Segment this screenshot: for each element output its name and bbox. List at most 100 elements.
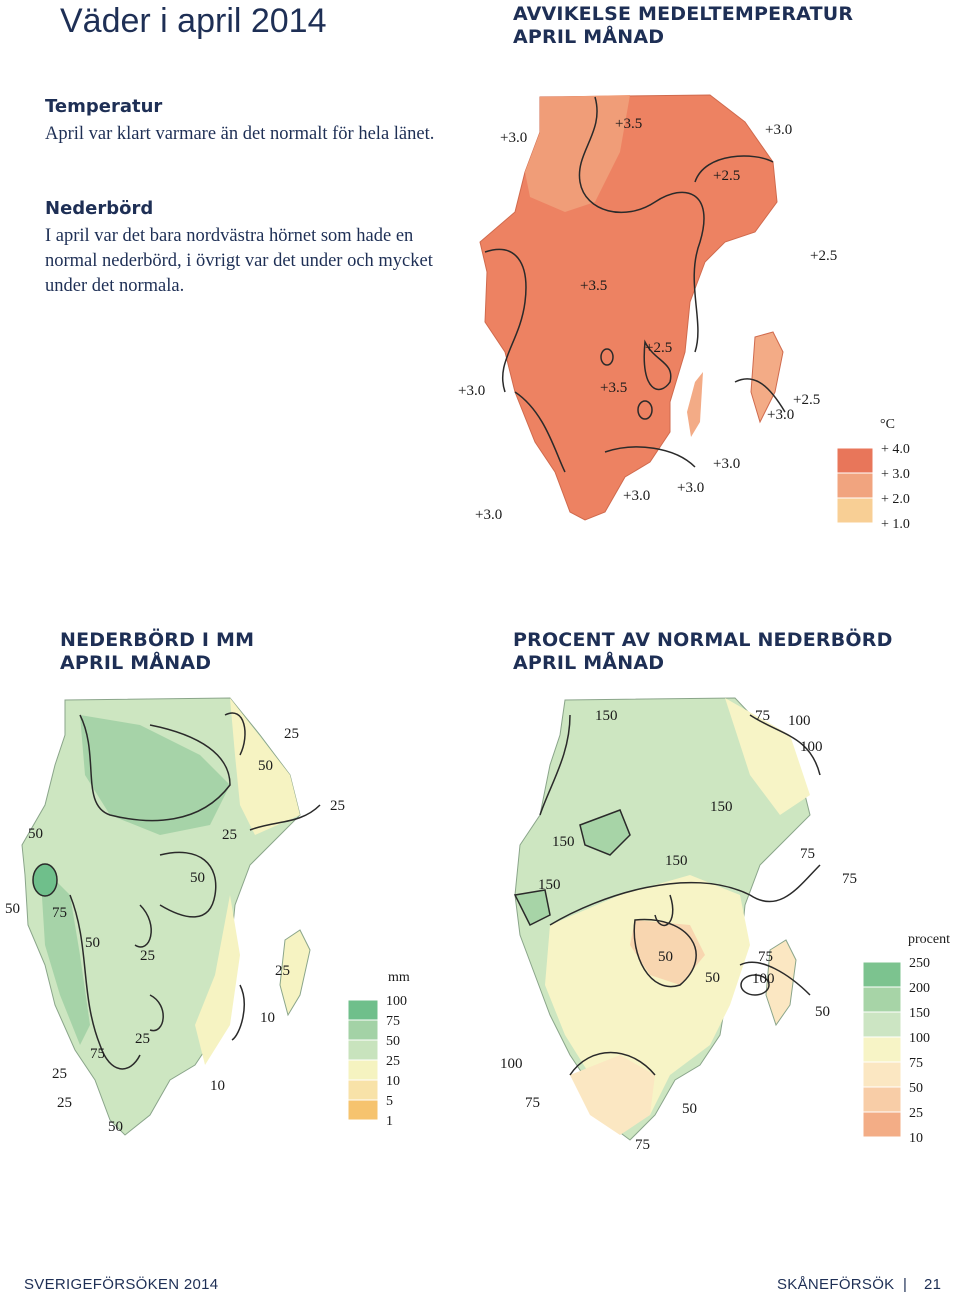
pct-land-gotland (765, 939, 797, 1027)
precip-map-heading: NEDERBÖRD I MM APRIL MÅNAD (60, 629, 254, 675)
precip-contour-label: 25 (330, 798, 345, 814)
temp-legend-value: + 4.0 (881, 442, 910, 457)
footer-org: SKÅNEFÖRSÖK (777, 1276, 895, 1293)
pct-contour-label: 150 (552, 834, 575, 850)
pct-isoline-3 (633, 918, 697, 988)
temp-legend-value: + 1.0 (881, 517, 910, 532)
pct-legend-swatch (862, 1036, 902, 1063)
percent-map-heading: PROCENT AV NORMAL NEDERBÖRD APRIL MÅNAD (513, 629, 893, 675)
precip-isoline-4 (159, 851, 217, 918)
temp-isoline-5 (604, 446, 696, 468)
temp-map-heading: AVVIKELSE MEDELTEMPERATUR APRIL MÅNAD (513, 3, 853, 49)
temp-isoline-4 (514, 391, 566, 473)
pct-contour-label: 150 (665, 853, 688, 869)
pct-legend-value: 150 (909, 1006, 930, 1021)
pct-land-darkgreen-2 (513, 889, 551, 927)
pct-legend-swatch (862, 1111, 902, 1138)
precip-legend-value: 100 (386, 994, 407, 1009)
pct-contour-label: 100 (752, 971, 775, 987)
pct-legend-value: 100 (909, 1031, 930, 1046)
precip-contour-label: 25 (275, 963, 290, 979)
pct-legend-value: 75 (909, 1056, 923, 1071)
footer-separator: | (903, 1276, 908, 1293)
temp-contour-label: +3.5 (615, 116, 642, 132)
precip-contour-label: 50 (28, 826, 43, 842)
pct-contour-label: 75 (635, 1137, 650, 1153)
pct-contour-label: 150 (595, 708, 618, 724)
pct-isoline-6 (749, 714, 821, 776)
temp-legend-unit: °C (880, 417, 895, 432)
precip-contour-label: 50 (108, 1119, 123, 1135)
pct-contour-label: 75 (525, 1095, 540, 1111)
pct-contour-label: 100 (788, 713, 811, 729)
temp-land-north-orange (525, 95, 630, 212)
temp-isoline-9 (600, 348, 614, 366)
temp-land-oland (687, 372, 703, 437)
precip-contour-label: 50 (85, 935, 100, 951)
pct-contour-label: 75 (800, 846, 815, 862)
temperature-anomaly-map: +3.0 +3.5 +3.0 +2.5 +2.5 +3.5 +2.5 +3.0 +3.5 +2.5… (455, 92, 935, 532)
precip-isoline-8 (231, 984, 245, 1041)
pct-legend-unit: procent (908, 932, 950, 947)
precip-contour-label: 25 (135, 1031, 150, 1047)
precip-contour-label: 25 (57, 1095, 72, 1111)
precip-contour-label: 75 (52, 905, 67, 921)
temp-contour-label: +3.0 (475, 507, 502, 523)
temp-contour-label: +2.5 (713, 168, 740, 184)
pct-legend-value: 250 (909, 956, 930, 971)
temp-contour-label: +3.5 (600, 380, 627, 396)
temp-isoline-1 (484, 248, 527, 393)
precip-contour-label: 25 (284, 726, 299, 742)
precip-land-gotland (279, 929, 311, 1017)
pct-contour-label: 100 (800, 739, 823, 755)
pct-legend-value: 25 (909, 1106, 923, 1121)
pct-contour-label: 100 (500, 1056, 523, 1072)
precip-contour-label: 50 (190, 870, 205, 886)
pct-contour-label: 150 (538, 877, 561, 893)
precip-contour-label: 10 (260, 1010, 275, 1026)
temp-contour-label: +3.0 (677, 480, 704, 496)
pct-contour-label: 50 (682, 1101, 697, 1117)
pct-isoline-2 (549, 864, 821, 926)
temp-contour-label: +3.0 (458, 383, 485, 399)
pct-isoline-8 (740, 974, 770, 996)
precip-contour-label: 50 (258, 758, 273, 774)
temp-map-heading-line2: APRIL MÅNAD (513, 26, 665, 48)
pct-legend-swatch (862, 1086, 902, 1113)
precip-dark-patch (32, 863, 58, 897)
precip-legend-value: 50 (386, 1034, 400, 1049)
pct-land-yellow-south (545, 875, 750, 1125)
temp-contour-label: +3.0 (767, 407, 794, 423)
footer-page-number: 21 (924, 1276, 942, 1293)
temp-legend-value: + 2.0 (881, 492, 910, 507)
pct-isoline-4 (569, 1051, 656, 1076)
temperature-heading: Temperatur (45, 96, 163, 117)
precip-map-heading-line1: NEDERBÖRD I MM (60, 629, 255, 651)
precip-contour-label: 25 (222, 827, 237, 843)
pct-legend-value: 50 (909, 1081, 923, 1096)
precip-land-mainland (21, 697, 301, 1136)
precip-legend-swatch (347, 1059, 379, 1081)
precipitation-mm-map: 25 50 25 50 25 50 50 75 50 25 25 10 25 75 25 25 10 50 mm 1… (0, 695, 450, 1145)
precip-isoline-2 (224, 712, 246, 756)
temp-contour-label: +3.0 (765, 122, 792, 138)
pct-legend-swatch (862, 1061, 902, 1088)
percent-of-normal-map: 150 75 100 100 150 150 150 75 150 75 50 75 50 100 50 10… (490, 695, 960, 1165)
temp-land-gotland (750, 331, 784, 424)
temp-contour-label: +2.5 (645, 340, 672, 356)
temp-isoline-8 (637, 400, 653, 420)
pct-land-top-yellow (725, 698, 810, 815)
pct-isoline-7 (739, 961, 811, 996)
precipitation-body: I april var det bara nordvästra hörnet s… (45, 226, 433, 296)
pct-legend-swatch (862, 986, 902, 1013)
temp-contour-label: +2.5 (810, 248, 837, 264)
pct-contour-label: 75 (755, 708, 770, 724)
pct-isoline-5 (654, 894, 674, 927)
temp-isoline-2 (578, 96, 705, 353)
temperature-body: April var klart varmare än det normalt f… (45, 124, 435, 144)
temp-isoline-6 (734, 378, 786, 413)
pct-contour-label: 50 (815, 1004, 830, 1020)
temp-legend-swatch (836, 472, 874, 499)
precip-isoline-7 (149, 994, 164, 1032)
temp-contour-label: +3.0 (500, 130, 527, 146)
